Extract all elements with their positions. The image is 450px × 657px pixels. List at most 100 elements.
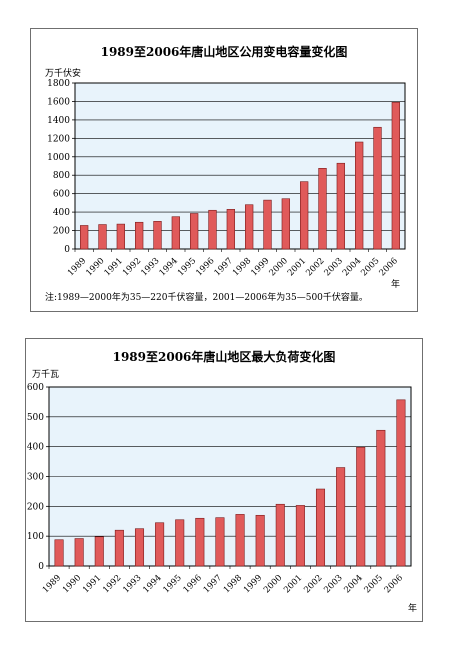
bar-1994 xyxy=(155,522,165,567)
x-tick-label: 1998 xyxy=(231,256,253,278)
y-tick-label: 600 xyxy=(27,383,44,393)
x-tick-label: 1989 xyxy=(41,573,63,595)
x-axis-unit: 年 xyxy=(408,602,417,614)
bar-1995 xyxy=(190,213,199,250)
y-tick-label: 1600 xyxy=(47,97,70,107)
y-tick-label: 400 xyxy=(53,208,70,218)
load-chart: 1989至2006年唐山地区最大负荷变化图 万千瓦 0 100 200 300 400 5… xyxy=(27,349,417,614)
x-tick-label: 1990 xyxy=(61,573,83,595)
x-tick-label: 1997 xyxy=(202,573,224,595)
bar-1991 xyxy=(94,536,104,567)
x-tick-label: 1994 xyxy=(158,256,180,278)
x-tick-label: 1997 xyxy=(213,256,235,278)
bar-2004 xyxy=(355,141,364,250)
bar-1989 xyxy=(54,539,64,567)
x-axis-unit: 年 xyxy=(391,278,400,290)
bar-2002 xyxy=(318,168,327,250)
x-tick-label: 1999 xyxy=(242,573,264,595)
x-tick-label: 1993 xyxy=(121,573,143,595)
x-tick-label: 2001 xyxy=(286,256,308,278)
y-tick-label: 100 xyxy=(27,532,44,542)
bar-2005 xyxy=(373,126,382,250)
chart-title: 1989至2006年唐山地区最大负荷变化图 xyxy=(113,349,336,364)
bar-2002 xyxy=(315,488,326,567)
x-tick-label: 2001 xyxy=(282,573,304,595)
bar-1999 xyxy=(263,199,272,250)
capacity-chart: 1989至2006年唐山地区公用变电容量变化图 万千伏安 0 200 400 600 8… xyxy=(45,44,406,303)
y-tick-label: 300 xyxy=(27,473,44,483)
bar-1990 xyxy=(74,538,84,567)
x-tick-label: 2003 xyxy=(323,256,345,278)
x-tick-label: 1991 xyxy=(81,573,103,595)
bar-1998 xyxy=(235,514,245,567)
bar-2004 xyxy=(356,446,366,567)
x-tick-label: 2004 xyxy=(342,573,364,595)
y-axis-unit: 万千瓦 xyxy=(32,369,59,380)
bar-1997 xyxy=(215,517,225,567)
bar-2005 xyxy=(376,429,386,567)
chart-note: 注:1989—2000年为35—220千伏容量，2001—2006年为35—50… xyxy=(45,291,368,303)
bar-2006 xyxy=(396,399,406,567)
x-tick-label: 1999 xyxy=(249,256,271,278)
chart-title: 1989至2006年唐山地区公用变电容量变化图 xyxy=(101,44,348,59)
x-tick-label: 1990 xyxy=(84,256,106,278)
y-tick-label: 200 xyxy=(27,502,44,512)
x-tick-label: 2003 xyxy=(322,573,344,595)
x-tick-label: 2004 xyxy=(341,256,363,278)
bar-1989 xyxy=(80,225,89,250)
x-tick-label: 1989 xyxy=(66,256,88,278)
y-tick-label: 0 xyxy=(38,562,44,572)
bar-1997 xyxy=(226,209,235,250)
bar-2003 xyxy=(336,467,346,567)
x-tick-label: 1996 xyxy=(194,256,216,278)
x-tick-label: 1994 xyxy=(141,573,163,595)
y-tick-label: 0 xyxy=(64,245,70,255)
bar-2006 xyxy=(391,102,400,250)
y-tick-label: 500 xyxy=(27,413,44,423)
y-tick-label: 200 xyxy=(53,227,70,237)
bar-2001 xyxy=(300,181,309,250)
y-tick-label: 1400 xyxy=(47,116,70,126)
x-tick-label: 1998 xyxy=(222,573,244,595)
x-tick-label: 1995 xyxy=(161,573,183,595)
bar-1992 xyxy=(135,221,144,250)
bar-2000 xyxy=(281,198,290,250)
bar-1992 xyxy=(114,529,124,567)
x-tick-label: 1992 xyxy=(121,256,143,278)
x-tick-label: 2000 xyxy=(262,573,284,595)
x-tick-label: 1991 xyxy=(103,256,125,278)
chart-panel-capacity: 1989至2006年唐山地区公用变电容量变化图 万千伏安 0 200 400 600 8… xyxy=(30,28,418,312)
plot-area xyxy=(74,82,406,250)
x-tick-label: 2005 xyxy=(359,256,381,278)
y-tick-label: 600 xyxy=(53,190,70,200)
y-tick-label: 1200 xyxy=(47,134,70,144)
y-tick-label: 1800 xyxy=(47,79,70,89)
y-axis-unit: 万千伏安 xyxy=(45,67,81,79)
bar-1994 xyxy=(171,216,180,250)
bar-1991 xyxy=(116,223,125,250)
x-tick-label: 2002 xyxy=(302,573,324,595)
x-tick-label: 2000 xyxy=(268,256,290,278)
bar-1995 xyxy=(175,519,185,567)
x-tick-label: 2006 xyxy=(383,573,405,595)
x-tick-label: 1995 xyxy=(176,256,198,278)
bar-2003 xyxy=(336,162,345,250)
bar-1993 xyxy=(134,528,145,567)
bar-1996 xyxy=(208,209,217,250)
bar-2000 xyxy=(275,503,285,567)
bar-2001 xyxy=(295,505,305,567)
x-tick-label: 1992 xyxy=(101,573,123,595)
bar-1999 xyxy=(255,514,265,567)
y-tick-label: 800 xyxy=(53,171,70,181)
x-tick-label: 2006 xyxy=(378,256,400,278)
x-tick-label: 2002 xyxy=(304,256,326,278)
bar-1990 xyxy=(98,224,107,250)
x-tick-label: 1993 xyxy=(139,256,161,278)
x-tick-label: 2005 xyxy=(363,573,385,595)
chart-panel-load: 1989至2006年唐山地区最大负荷变化图 万千瓦 0 100 200 300 400 5… xyxy=(25,338,423,622)
bar-1998 xyxy=(245,204,254,250)
x-tick-label: 1996 xyxy=(182,573,204,595)
bar-1996 xyxy=(195,517,205,567)
y-tick-label: 1000 xyxy=(47,153,70,163)
y-tick-label: 400 xyxy=(27,443,44,453)
